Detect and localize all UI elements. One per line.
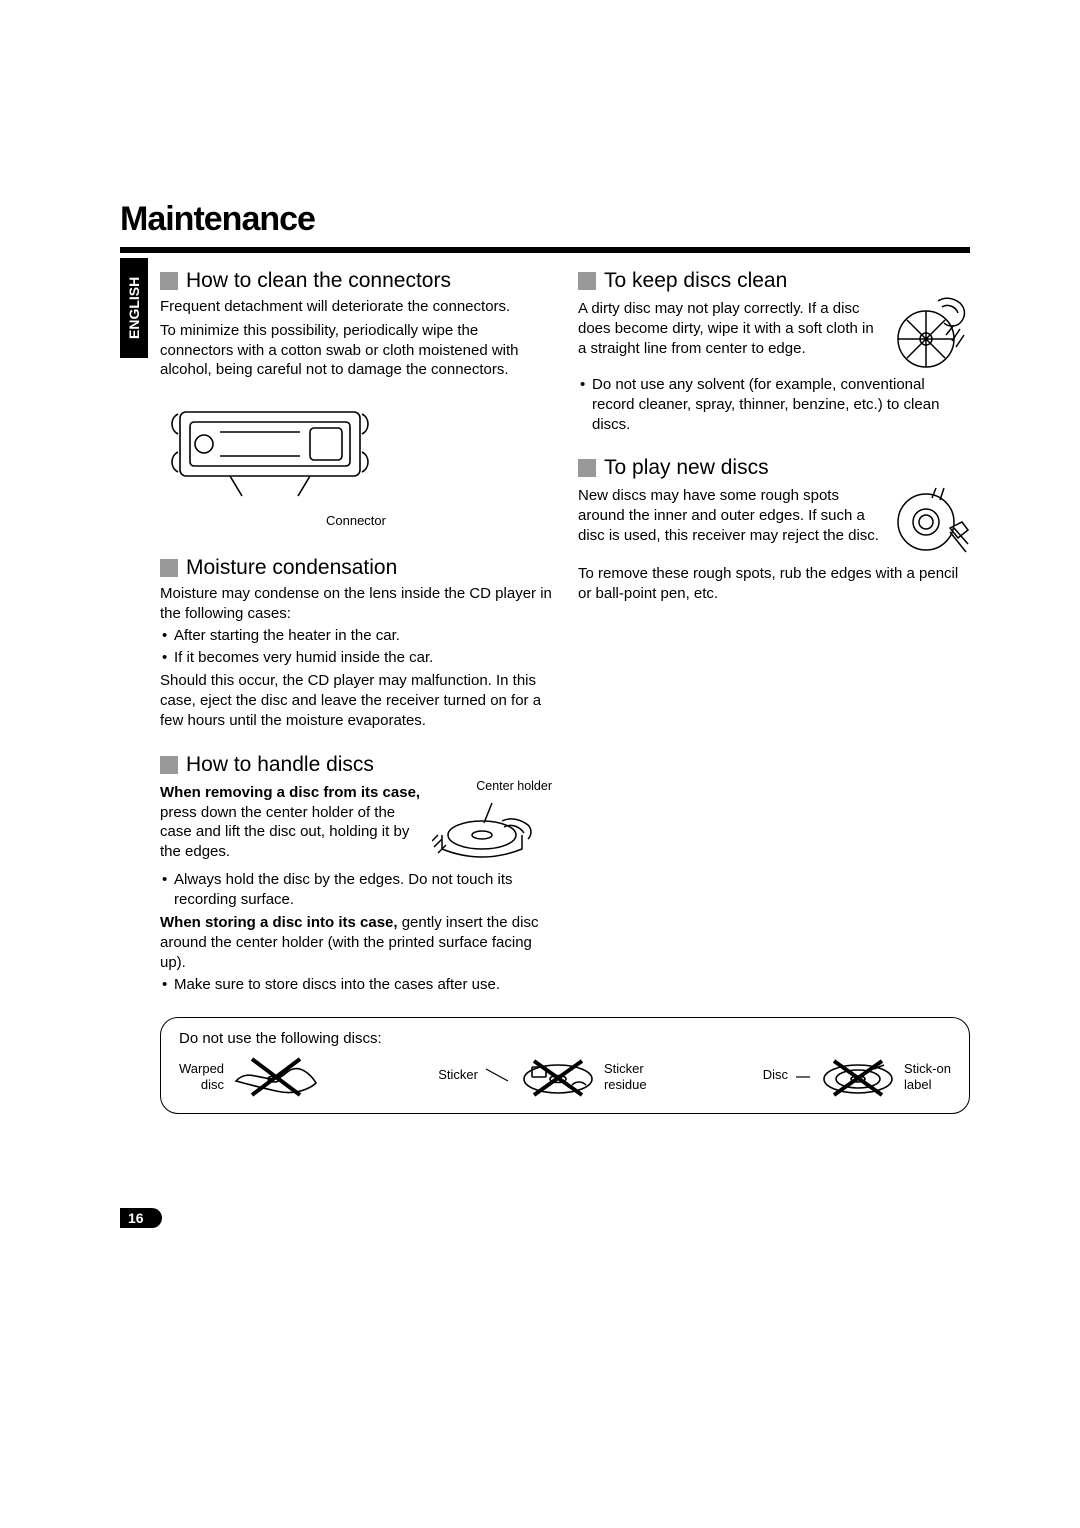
- sticker-disc-icon: [518, 1055, 598, 1099]
- body-text: When storing a disc into its case, gentl…: [160, 913, 552, 972]
- section-square-icon: [578, 272, 596, 290]
- bullet-item: After starting the heater in the car.: [160, 626, 552, 646]
- sticker-line-icon: [484, 1065, 512, 1089]
- center-holder-label: Center holder: [432, 779, 552, 793]
- disc-row: Warped disc Sticker: [179, 1055, 951, 1099]
- body-text: To minimize this possibility, periodical…: [160, 321, 552, 380]
- box-title: Do not use the following discs:: [179, 1030, 951, 1047]
- bullet-item: Make sure to store discs into the cases …: [160, 975, 552, 995]
- body-text: Moisture may condense on the lens inside…: [160, 584, 552, 624]
- section-head-connectors: How to clean the connectors: [160, 269, 552, 293]
- section-head-handle: How to handle discs: [160, 753, 552, 777]
- side-language-tab: ENGLISH: [120, 258, 148, 358]
- bullet-item: Do not use any solvent (for example, con…: [578, 375, 970, 434]
- page-number: 16: [120, 1208, 162, 1228]
- bullet-item: If it becomes very humid inside the car.: [160, 648, 552, 668]
- bold-span: When storing a disc into its case,: [160, 914, 398, 931]
- section-head-moisture: Moisture condensation: [160, 556, 552, 580]
- section-title: To play new discs: [604, 456, 769, 480]
- disc-item-warped: Warped disc: [179, 1055, 322, 1099]
- body-text: Frequent detachment will deteriorate the…: [160, 297, 552, 317]
- bold-span: When removing a disc from its case,: [160, 784, 420, 801]
- center-holder-figure: Center holder: [432, 779, 552, 868]
- disc-line-icon: [794, 1067, 812, 1087]
- new-disc-figure: [892, 482, 970, 560]
- section-title: How to handle discs: [186, 753, 374, 777]
- bullet-item: Always hold the disc by the edges. Do no…: [160, 870, 552, 910]
- disc-label: Sticker: [438, 1067, 478, 1083]
- disc-label: Sticker residue: [604, 1061, 647, 1092]
- body-text: To remove these rough spots, rub the edg…: [578, 564, 970, 604]
- figure-caption: Connector: [160, 513, 552, 528]
- section-title: To keep discs clean: [604, 269, 787, 293]
- prohibited-discs-box: Do not use the following discs: Warped d…: [160, 1017, 970, 1114]
- stickon-disc-icon: [818, 1055, 898, 1099]
- section-head-newdiscs: To play new discs: [578, 456, 970, 480]
- section-square-icon: [160, 272, 178, 290]
- section-title: Moisture condensation: [186, 556, 397, 580]
- body-text: Should this occur, the CD player may mal…: [160, 671, 552, 730]
- section-square-icon: [578, 459, 596, 477]
- text-span: press down the center holder of the case…: [160, 804, 409, 861]
- left-column: How to clean the connectors Frequent det…: [160, 265, 552, 995]
- section-square-icon: [160, 756, 178, 774]
- disc-item-label: Disc Stick-on label: [763, 1055, 951, 1099]
- section-title: How to clean the connectors: [186, 269, 451, 293]
- page-title: Maintenance: [120, 200, 970, 239]
- warped-disc-icon: [230, 1055, 322, 1099]
- disc-label: Stick-on label: [904, 1061, 951, 1092]
- title-rule: [120, 247, 970, 253]
- disc-item-sticker: Sticker Sticker residue: [438, 1055, 646, 1099]
- section-square-icon: [160, 559, 178, 577]
- right-column: To keep discs clean: [578, 265, 970, 995]
- disc-label: Warped disc: [179, 1061, 224, 1092]
- wipe-disc-figure: [890, 295, 970, 373]
- connector-figure: Connector: [160, 394, 552, 528]
- section-head-keepclean: To keep discs clean: [578, 269, 970, 293]
- disc-label: Disc: [763, 1067, 788, 1083]
